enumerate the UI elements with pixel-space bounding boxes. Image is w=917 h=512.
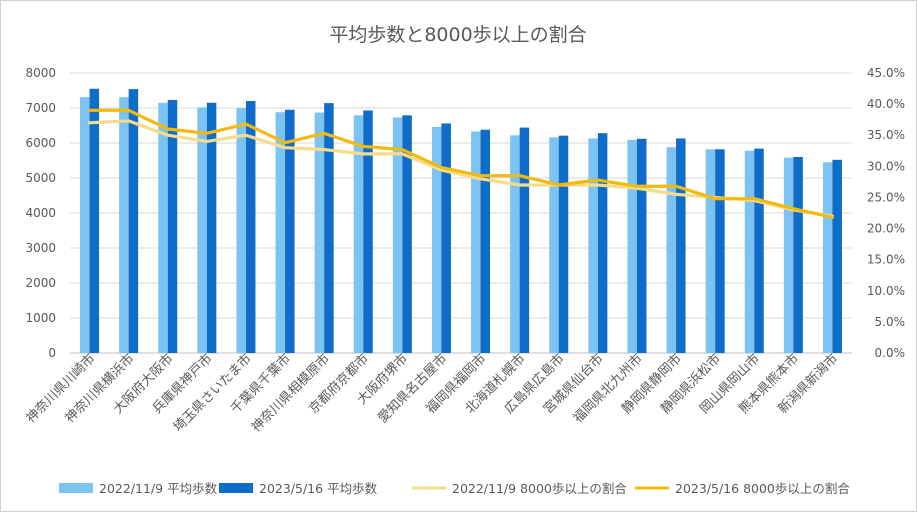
y-left-tick-label: 3000: [25, 241, 56, 255]
bar: [314, 112, 325, 353]
legend: 2022/11/9 平均歩数 2023/5/16 平均歩数 2022/11/9 80…: [59, 481, 850, 496]
bar: [588, 138, 598, 353]
bar: [783, 157, 794, 353]
chart-title: 平均歩数と8000歩以上の割合: [329, 24, 586, 46]
y-right-tick-label: 10.0%: [867, 284, 905, 298]
y-right-tick-label: 45.0%: [867, 66, 905, 80]
bar: [128, 89, 139, 353]
bar: [510, 135, 520, 353]
line-series: [87, 108, 835, 219]
y-left-tick-label: 8000: [25, 66, 56, 80]
legend-swatch: [59, 483, 93, 493]
y-left-tick-label: 7000: [25, 101, 56, 115]
legend-label: 2023/5/16 平均歩数: [259, 481, 378, 496]
bar: [206, 102, 217, 353]
bar: [392, 117, 403, 353]
y-left-tick-label: 6000: [25, 136, 56, 150]
bar: [431, 126, 442, 354]
x-category-label: 福岡県北九州市: [570, 351, 646, 427]
bar: [275, 112, 286, 353]
bar: [167, 99, 178, 353]
y-right-tick-label: 0.0%: [875, 346, 906, 360]
bar: [285, 109, 295, 353]
bar: [666, 147, 677, 353]
y-left-tick-label: 1000: [25, 311, 56, 325]
bar: [597, 133, 608, 353]
bar: [324, 103, 334, 353]
y-right-tick-label: 40.0%: [867, 97, 905, 111]
bar: [245, 101, 256, 353]
bar: [80, 97, 90, 354]
bar: [832, 159, 842, 353]
bar: [636, 138, 647, 353]
bar: [441, 123, 451, 354]
bar: [558, 135, 569, 353]
y-left-tick-label: 4000: [25, 206, 56, 220]
legend-label: 2023/5/16 8000歩以上の割合: [675, 481, 850, 496]
y-left-tick-label: 2000: [25, 276, 56, 290]
bar: [744, 150, 755, 353]
bar: [793, 157, 803, 353]
bar: [158, 102, 168, 353]
y-right-tick-label: 25.0%: [867, 190, 905, 204]
bar-series: [80, 88, 842, 354]
bar: [480, 129, 491, 353]
y-left-tick-label: 0: [48, 346, 56, 360]
bar: [363, 110, 373, 353]
x-category-label: 神奈川県川崎市: [23, 351, 99, 427]
bar: [89, 88, 100, 353]
gridlines: [70, 72, 852, 354]
bar: [197, 107, 207, 353]
bar: [705, 149, 716, 353]
bar: [627, 139, 637, 353]
y-right-tick-label: 5.0%: [875, 315, 906, 329]
y-right-tick-label: 15.0%: [867, 253, 905, 267]
bar: [471, 131, 481, 353]
y-left-tick-label: 5000: [25, 171, 56, 185]
x-category-label: 神奈川県横浜市: [62, 351, 138, 427]
bar: [353, 115, 364, 353]
y-right-tick-label: 30.0%: [867, 159, 905, 173]
series-line: [87, 108, 835, 219]
bar: [822, 162, 833, 353]
bar: [402, 115, 412, 353]
y-right-tick-label: 35.0%: [867, 128, 905, 142]
bar: [236, 108, 246, 353]
legend-label: 2022/11/9 平均歩数: [99, 481, 218, 496]
x-category-label: 愛知県名古屋市: [375, 351, 451, 427]
y-right-tick-label: 20.0%: [867, 222, 905, 236]
legend-label: 2022/11/9 8000歩以上の割合: [452, 481, 627, 496]
bar: [715, 149, 725, 353]
legend-swatch: [219, 483, 253, 493]
bar: [754, 148, 764, 353]
bar: [119, 97, 129, 354]
bar: [549, 137, 559, 353]
bar: [519, 127, 530, 353]
bar: [676, 138, 686, 353]
